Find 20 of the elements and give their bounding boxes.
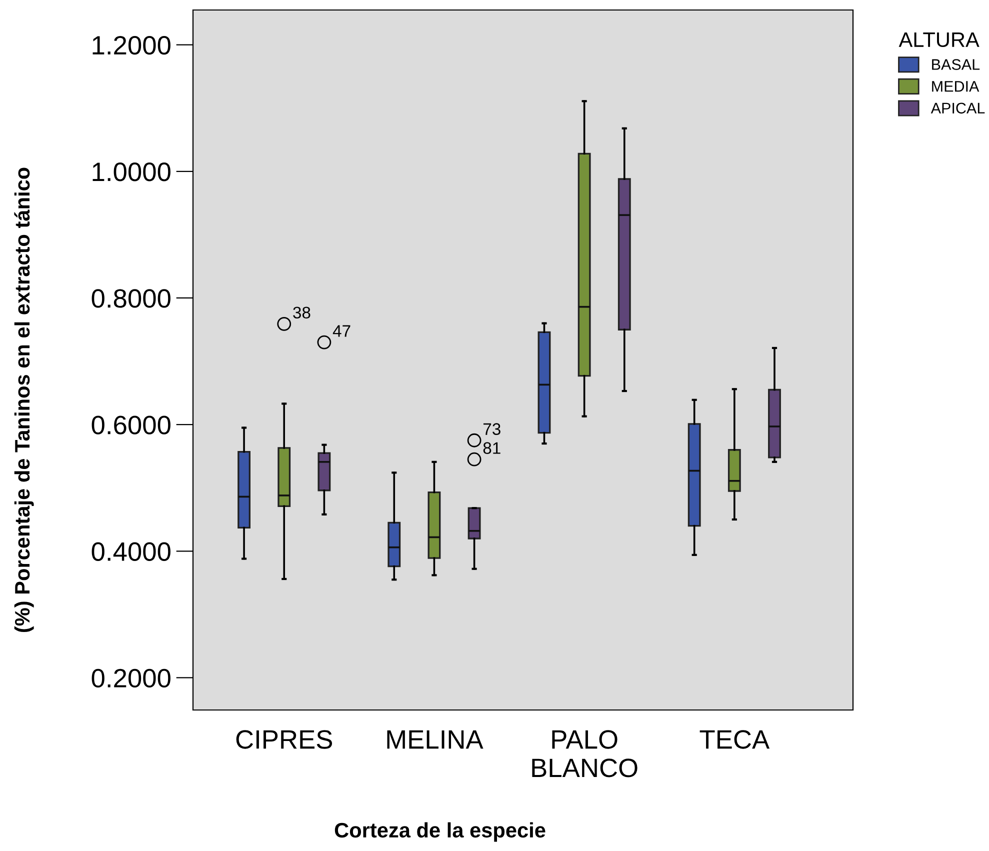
x-axis-title: Corteza de la especie — [334, 822, 546, 842]
annotation: 73 — [483, 423, 500, 435]
y-tick-label: 0.6000 — [92, 416, 170, 434]
legend-title: ALTURA — [898, 32, 980, 48]
y-axis-title: (%) Porcentaje de Taninos en el extracto tánico — [14, 168, 34, 632]
annotation: 47 — [332, 325, 350, 337]
y-tick-label: 1.0000 — [92, 162, 170, 182]
y-tick-label: 1.2000 — [92, 36, 170, 55]
x-tick-label: CIPRES — [236, 730, 332, 749]
y-tick-label: 0.8000 — [92, 289, 170, 308]
y-tick-label: 0.4000 — [92, 542, 170, 561]
legend-label: MEDIA — [932, 81, 980, 92]
annotation: 38 — [293, 306, 310, 319]
x-tick-label: TECA — [700, 730, 770, 749]
y-tick-label: 0.2000 — [92, 668, 170, 688]
legend-label: BASAL — [932, 59, 980, 70]
legend-label: APICAL — [930, 102, 985, 114]
annotation: 81 — [483, 442, 500, 454]
x-tick-label: MELINA — [387, 730, 484, 749]
x-tick-label: PALO BLANCO — [532, 730, 638, 778]
